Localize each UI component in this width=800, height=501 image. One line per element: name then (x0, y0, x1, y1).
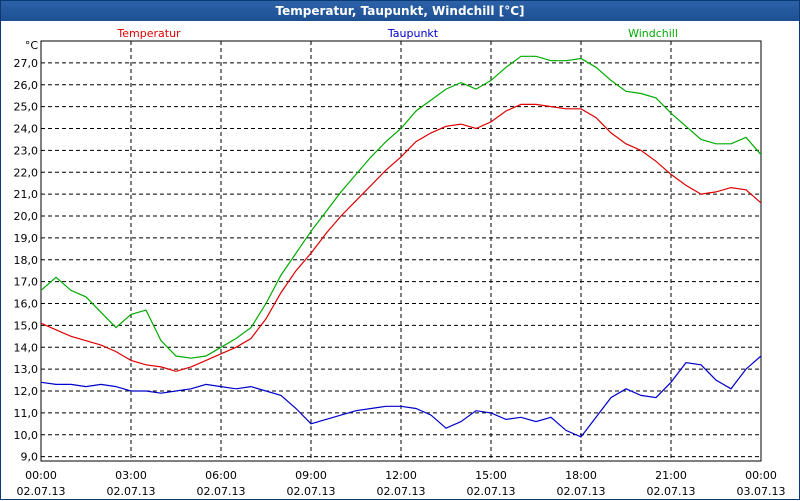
x-tick-time-label: 00:00 (745, 469, 777, 482)
legend-entry-temperatur: Temperatur (116, 27, 181, 40)
legend-entry-taupunkt: Taupunkt (387, 27, 439, 40)
y-tick-label: 21,0 (14, 188, 39, 201)
window-title: Temperatur, Taupunkt, Windchill [°C] (1, 1, 799, 21)
y-tick-label: 11,0 (14, 407, 39, 420)
y-axis-unit-label: °C (25, 39, 39, 52)
y-tick-label: 20,0 (14, 210, 39, 223)
y-tick-label: 19,0 (14, 232, 39, 245)
x-tick-time-label: 09:00 (295, 469, 327, 482)
y-tick-label: 13,0 (14, 363, 39, 376)
y-tick-label: 17,0 (14, 276, 39, 289)
y-tick-label: 25,0 (14, 101, 39, 114)
x-tick-date-label: 02.07.13 (107, 485, 156, 498)
x-tick-date-label: 02.07.13 (467, 485, 516, 498)
y-tick-label: 12,0 (14, 385, 39, 398)
x-tick-time-label: 18:00 (565, 469, 597, 482)
x-tick-time-label: 06:00 (205, 469, 237, 482)
x-tick-date-label: 02.07.13 (557, 485, 606, 498)
y-tick-label: 23,0 (14, 144, 39, 157)
x-tick-time-label: 12:00 (385, 469, 417, 482)
y-tick-label: 14,0 (14, 341, 39, 354)
x-tick-time-label: 15:00 (475, 469, 507, 482)
y-tick-label: 24,0 (14, 123, 39, 136)
y-tick-label: 27,0 (14, 57, 39, 70)
y-tick-label: 16,0 (14, 298, 39, 311)
plot-border (40, 40, 762, 462)
y-tick-label: 18,0 (14, 254, 39, 267)
y-tick-label: 9,0 (21, 451, 39, 464)
x-tick-date-label: 02.07.13 (287, 485, 336, 498)
x-tick-time-label: 03:00 (115, 469, 147, 482)
y-tick-label: 22,0 (14, 166, 39, 179)
x-tick-date-label: 02.07.13 (377, 485, 426, 498)
x-tick-date-label: 02.07.13 (647, 485, 696, 498)
y-tick-label: 10,0 (14, 429, 39, 442)
series-line-temperatur (40, 103, 762, 372)
y-tick-label: 26,0 (14, 79, 39, 92)
legend-entry-windchill: Windchill (628, 27, 678, 40)
series-line-windchill (40, 55, 762, 359)
series-line-taupunkt (40, 355, 762, 438)
x-tick-date-label: 03.07.13 (737, 485, 786, 498)
x-tick-time-label: 00:00 (25, 469, 57, 482)
x-tick-date-label: 02.07.13 (17, 485, 66, 498)
y-tick-label: 15,0 (14, 319, 39, 332)
x-tick-date-label: 02.07.13 (197, 485, 246, 498)
x-tick-time-label: 21:00 (655, 469, 687, 482)
